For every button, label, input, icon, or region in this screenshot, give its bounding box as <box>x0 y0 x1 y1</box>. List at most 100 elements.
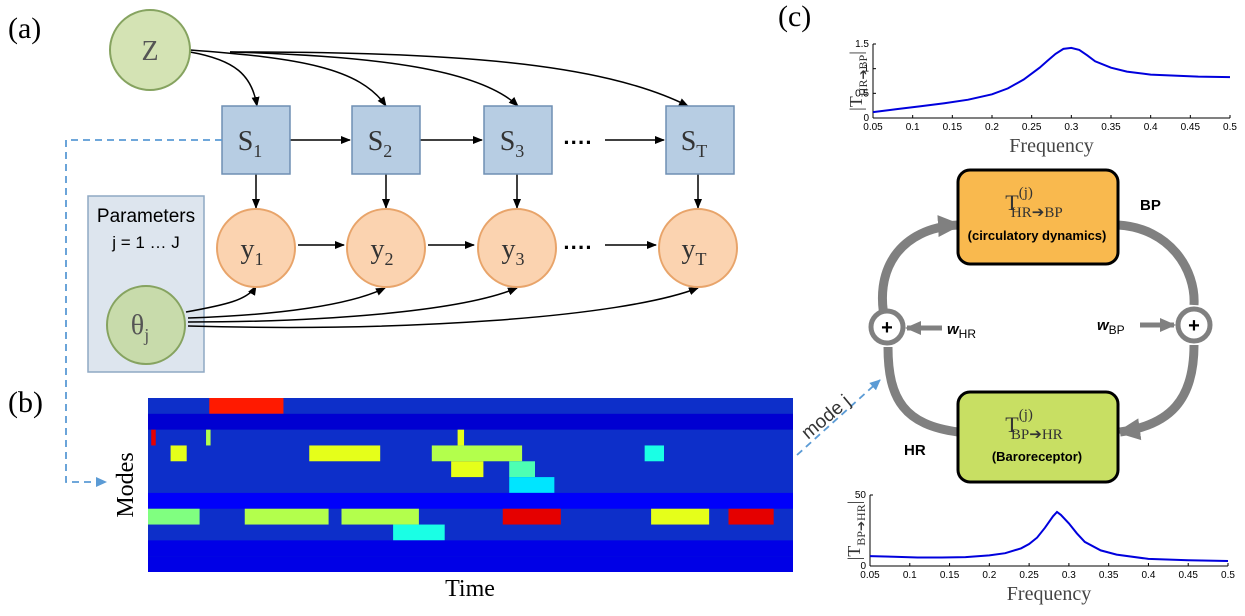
heatmap-cell <box>509 461 535 478</box>
mode-j-arrow <box>796 379 881 456</box>
plate-range: j = 1 … J <box>111 233 180 252</box>
baroreceptor-block: T(j) BP➔HR (Baroreceptor) <box>956 390 1120 484</box>
x-tick-label: 0.05 <box>863 122 883 133</box>
x-tick-label: 0.4 <box>1141 570 1155 581</box>
w-hr-label: wHR <box>947 321 976 341</box>
heatmap-cell <box>509 477 555 493</box>
heatmap-cell <box>148 556 793 572</box>
state-node: S1 <box>221 105 291 175</box>
y-tick-label: 50 <box>855 490 867 501</box>
heatmap-cell <box>209 398 284 414</box>
chart-xlabel: Frequency <box>1009 135 1093 157</box>
loop-arc-bottom-right <box>1116 344 1199 441</box>
heatmap-cell <box>148 508 200 525</box>
x-tick-label: 0.2 <box>985 122 999 133</box>
svg-text:S2: S2 <box>368 126 393 161</box>
y-tick-label: 1.5 <box>855 39 869 50</box>
heatmap-cell <box>341 508 419 525</box>
svg-text:y2: y2 <box>371 234 394 269</box>
baroreceptor-desc: (Baroreceptor) <box>992 449 1082 464</box>
x-tick-label: 0.15 <box>943 122 963 133</box>
panel-label-b: (b) <box>8 386 43 419</box>
x-tick-label: 0.45 <box>1181 122 1201 133</box>
transfer-function-line <box>872 46 1231 114</box>
heatmap-cell <box>206 429 211 446</box>
x-tick-label: 0.25 <box>1019 570 1039 581</box>
heatmap-cell <box>244 508 329 525</box>
state-ellipsis: ···· <box>563 130 592 155</box>
svg-text:y1: y1 <box>241 234 264 269</box>
state-to-observation-arrows <box>252 174 702 209</box>
svg-text:T(j)BP➔HR: T(j) BP➔HR <box>1005 407 1062 443</box>
x-tick-label: 0.5 <box>1221 570 1235 581</box>
heatmap-xlabel: Time <box>445 576 495 602</box>
svg-text:yT: yT <box>682 234 707 269</box>
observation-node: y3 <box>477 208 557 288</box>
latent-node-z <box>109 9 191 91</box>
heatmap-cell <box>148 540 793 557</box>
plate-title: Parameters <box>97 206 195 227</box>
heatmap-cell <box>151 429 156 446</box>
svg-text:+: + <box>1188 315 1200 337</box>
circulatory-dynamics-desc: (circulatory dynamics) <box>968 228 1107 243</box>
sum-junction-left: + <box>868 308 906 346</box>
transfer-function-line <box>869 510 1229 562</box>
heatmap-cell <box>309 445 381 462</box>
svg-text:S1: S1 <box>238 126 263 161</box>
observation-node: y2 <box>346 208 426 288</box>
mode-heatmap <box>148 398 793 572</box>
chart-ylabel: |THR➔BP| <box>846 51 870 111</box>
y-tick-label: 0 <box>863 113 869 124</box>
heatmap-cell <box>644 445 664 462</box>
w-bp-label: wBP <box>1097 317 1125 337</box>
heatmap-cell <box>651 508 710 525</box>
svg-text:θj: θj <box>131 310 149 345</box>
bp-label: BP <box>1140 197 1161 214</box>
y-tick-label: 0 <box>860 561 866 572</box>
y-tick-label: 0.5 <box>855 88 869 99</box>
x-tick-label: 0.1 <box>903 570 917 581</box>
parameter-node-theta: θj <box>106 285 186 365</box>
x-tick-label: 0.2 <box>982 570 996 581</box>
loop-arc-top-right <box>1117 220 1199 306</box>
x-tick-label: 0.3 <box>1064 122 1078 133</box>
observation-node: y1 <box>216 208 296 288</box>
state-node: S3 <box>483 105 553 175</box>
x-tick-label: 0.1 <box>906 122 920 133</box>
observation-ellipsis: ···· <box>563 235 592 260</box>
heatmap-cell <box>502 508 561 525</box>
svg-text:y3: y3 <box>502 234 525 269</box>
x-tick-label: 0.3 <box>1062 570 1076 581</box>
heatmap-cell <box>170 445 187 462</box>
x-tick-label: 0.5 <box>1223 122 1237 133</box>
circulatory-dynamics-block: T(j) HR➔BP (circulatory dynamics) <box>956 168 1120 266</box>
theta-to-observation-arrows <box>185 285 699 329</box>
hr-label: HR <box>904 442 926 459</box>
x-tick-label: 0.25 <box>1022 122 1042 133</box>
heatmap-cell <box>457 429 465 446</box>
heatmap-cell <box>148 413 793 430</box>
state-node: ST <box>665 105 735 175</box>
latent-node-label: Z <box>141 36 158 67</box>
mode-j-label: mode j <box>798 391 855 444</box>
loop-arc-bottom-left <box>883 346 959 437</box>
panel-label-c: (c) <box>778 0 811 33</box>
x-tick-label: 0.35 <box>1101 122 1121 133</box>
x-tick-label: 0.05 <box>860 570 880 581</box>
svg-text:S3: S3 <box>500 126 525 161</box>
top-transfer-chart: 0.05 0.1 0.15 0.2 0.25 0.3 0.35 0.4 0.45 0.5 0 0.5 1… <box>846 39 1237 157</box>
heatmap-cell <box>393 524 445 541</box>
heatmap-cell <box>451 461 484 478</box>
panel-label-a: (a) <box>8 12 41 45</box>
y-tick-label: 1 <box>863 64 869 75</box>
observation-node: yT <box>658 208 738 288</box>
bottom-transfer-chart: 0.05 0.1 0.15 0.2 0.25 0.3 0.35 0.4 0.45 0.5 0 50 Fr… <box>844 490 1235 605</box>
heatmap-ylabel: Modes <box>113 452 139 517</box>
svg-text:ST: ST <box>681 126 708 161</box>
loop-arc-top-left <box>877 215 962 327</box>
chart-xlabel: Frequency <box>1007 583 1091 605</box>
svg-text:+: + <box>881 317 893 339</box>
feedback-loop <box>877 215 1199 441</box>
sum-junction-right: + <box>1175 306 1213 344</box>
